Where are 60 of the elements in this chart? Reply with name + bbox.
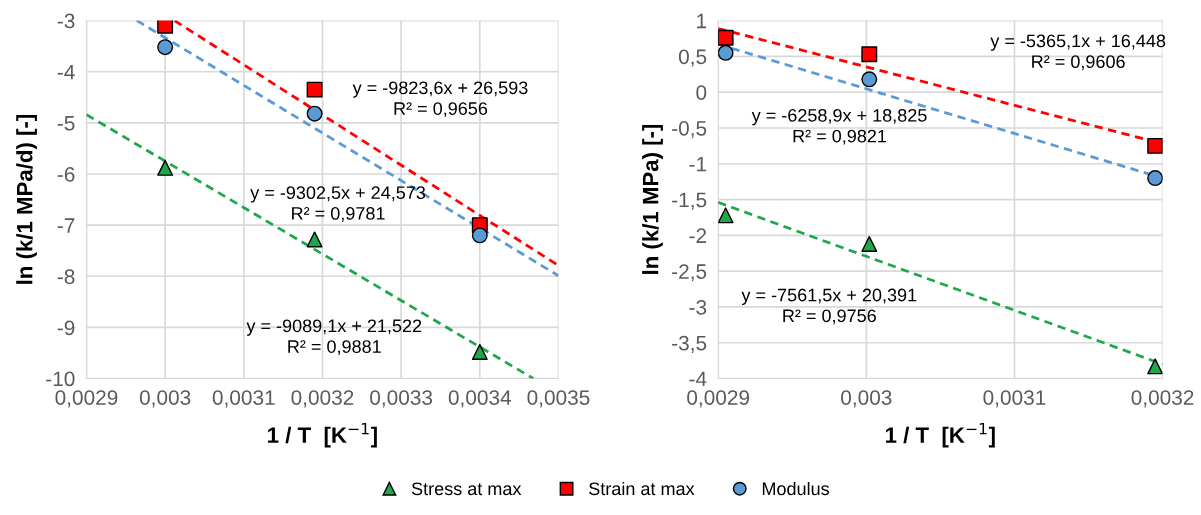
annotation: y = -7561,5x + 20,391 R² = 0,9756: [741, 288, 917, 325]
x-tick-label: 0,0031: [212, 390, 275, 408]
x-axis-title: 1 / T [K$^{−1}$]: [268, 422, 377, 448]
point: [306, 105, 323, 122]
point: [861, 71, 878, 88]
legend-label: Strain at max: [589, 481, 695, 496]
point: [861, 46, 878, 63]
x-tick-label: 0,0035: [527, 390, 590, 408]
y-tick-label: -2,5: [672, 264, 707, 282]
point: [718, 44, 734, 61]
point: [157, 20, 174, 34]
annotation: y = -9823,6x + 26,593 R² = 0,9656: [352, 81, 528, 118]
point: [1147, 170, 1163, 187]
x-tick-label: 0,003: [139, 390, 191, 408]
x-axis-title: 1 / T [K$^{−1}$]: [886, 422, 995, 448]
legend-label: Stress at max: [411, 482, 522, 496]
y-tick-label: -10: [46, 371, 75, 387]
y-tick-label: -3: [689, 299, 707, 315]
annotation: y = -5365,1x + 16,448 R² = 0,9606: [990, 34, 1166, 71]
point: [471, 343, 488, 360]
y-tick-label: 0: [696, 85, 707, 100]
x-tick-label: 0,0033: [370, 390, 433, 408]
y-tick-label: -3: [57, 13, 75, 29]
point: [306, 231, 323, 248]
y-tick-label: -8: [57, 269, 75, 285]
legend-label: Modulus: [762, 481, 829, 496]
x-tick-label: 0,0031: [983, 390, 1046, 408]
annotation: y = -9302,5x + 24,573 R² = 0,9781: [250, 186, 426, 222]
annotation: y = -9089,1x + 21,522 R² = 0,9881: [246, 319, 422, 356]
x-tick-label: 0,0034: [448, 390, 512, 408]
point: [1147, 358, 1163, 375]
point: [157, 159, 174, 176]
annotation: y = -6258,9x + 18,825 R² = 0,9821: [751, 108, 927, 145]
y-tick-label: -0,5: [672, 120, 707, 139]
x-tick-label: 0,0032: [291, 390, 354, 408]
y-tick-label: -9: [57, 320, 75, 336]
y-tick-label: -3,5: [672, 335, 707, 353]
x-tick-label: 0,003: [841, 390, 892, 408]
point: [718, 29, 734, 46]
y-tick-label: -6: [57, 167, 75, 182]
y-tick-label: -4: [57, 64, 75, 80]
y-axis-title: ln (k/1 MPa/d) [-]: [16, 115, 37, 284]
y-tick-label: 0,5: [678, 49, 707, 67]
point: [1147, 137, 1163, 154]
y-tick-label: -1: [689, 156, 707, 172]
point: [306, 81, 323, 98]
y-tick-label: -2: [689, 228, 707, 243]
point: [718, 207, 734, 224]
y-tick-label: -1,5: [672, 192, 707, 210]
x-tick-label: 0,0032: [1131, 390, 1194, 408]
y-axis-title: ln (k/1 MPa) [-]: [642, 124, 663, 274]
y-tick-label: 1: [697, 13, 707, 29]
y-tick-label: -7: [57, 218, 75, 233]
point: [471, 227, 488, 244]
y-tick-label: -5: [57, 116, 75, 131]
x-tick-label: 0,0029: [687, 390, 750, 408]
point: [861, 235, 878, 252]
x-tick-label: 0,0029: [55, 390, 118, 408]
point: [157, 39, 174, 56]
y-tick-label: -4: [689, 371, 707, 387]
